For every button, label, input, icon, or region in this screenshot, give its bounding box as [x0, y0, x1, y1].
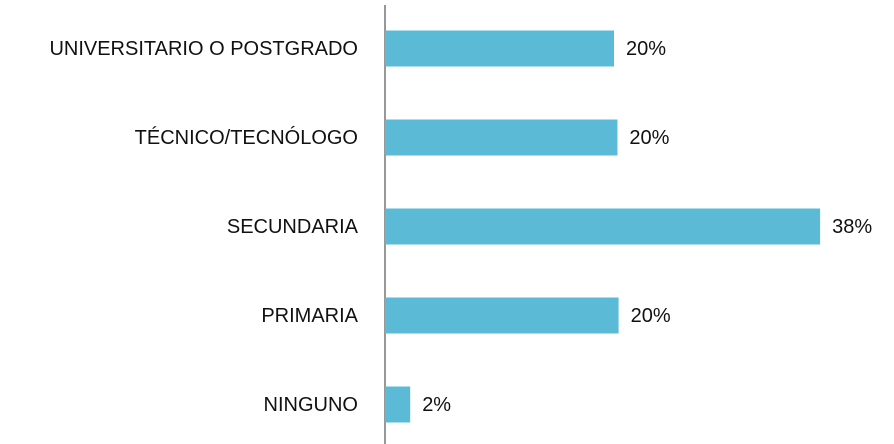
y-tick-label: PRIMARIA	[261, 305, 358, 327]
data-label: 38%	[832, 216, 872, 238]
data-label: 20%	[631, 305, 671, 327]
data-label: 20%	[626, 38, 666, 60]
bar	[385, 119, 618, 156]
y-tick-label: UNIVERSITARIO O POSTGRADO	[49, 38, 358, 60]
y-tick-label: NINGUNO	[264, 394, 358, 416]
bar	[385, 208, 821, 245]
bar	[385, 30, 614, 67]
bar	[385, 297, 619, 334]
y-tick-label: SECUNDARIA	[227, 216, 359, 238]
data-label: 20%	[629, 127, 669, 149]
bar	[385, 386, 411, 423]
y-tick-label: TÉCNICO/TECNÓLOGO	[135, 126, 358, 149]
data-label: 2%	[422, 394, 451, 416]
